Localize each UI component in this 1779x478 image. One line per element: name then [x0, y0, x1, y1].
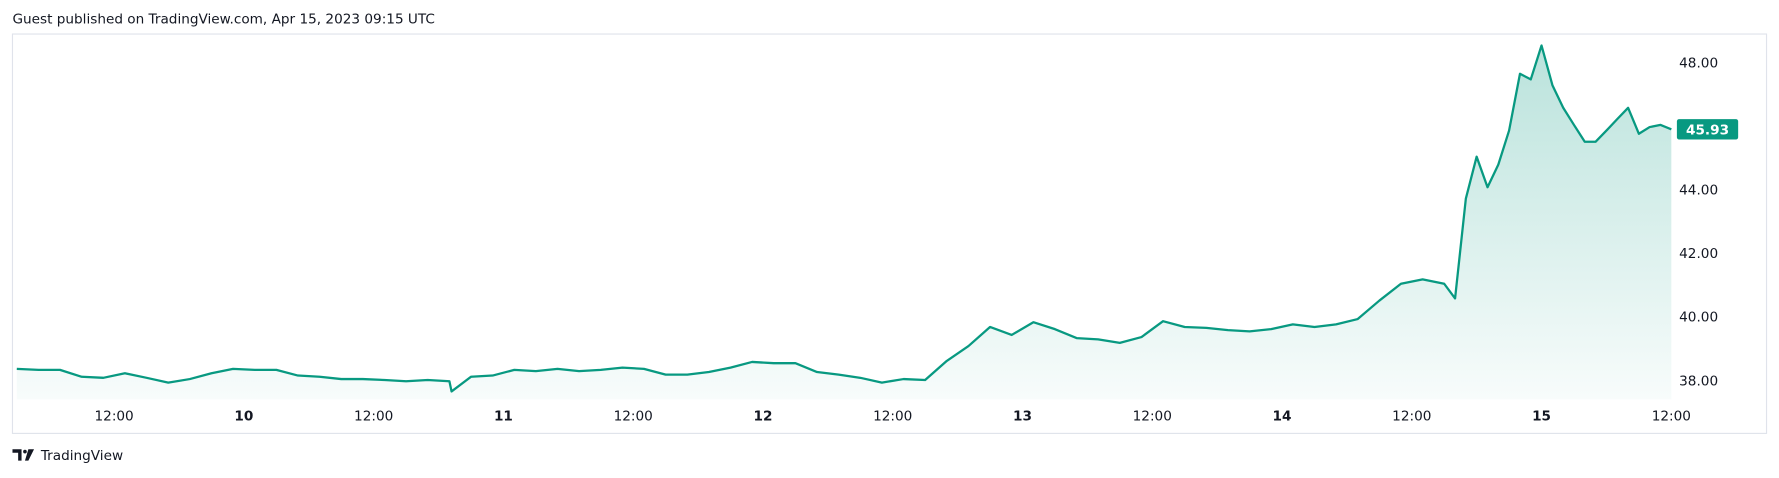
x-tick-label: 13 [1013, 408, 1032, 424]
x-tick-label: 12:00 [1652, 408, 1691, 424]
logo [12, 449, 35, 461]
x-tick-label: 12 [753, 408, 772, 424]
x-tick-label: 12:00 [1133, 408, 1172, 424]
brand: TradingView [40, 448, 123, 464]
y-tick-label: 40.00 [1679, 310, 1718, 326]
header-text: Guest published on TradingView.com, Apr … [12, 11, 434, 27]
chart-frame [11, 33, 1768, 434]
area [16, 45, 1672, 400]
x-tick-label: 12:00 [1392, 408, 1431, 424]
last-price-label: 45.93 [1686, 122, 1729, 138]
y-tick-label: 48.00 [1679, 56, 1718, 72]
x-tick-label: 14 [1273, 408, 1292, 424]
x-tick-label: 12:00 [873, 408, 912, 424]
x-tick-label: 10 [234, 408, 253, 424]
y-tick-label: 42.00 [1679, 246, 1718, 262]
last-price-box [1676, 119, 1739, 140]
y-tick-label: 44.00 [1679, 183, 1718, 199]
y-tick-label: 38.00 [1679, 373, 1718, 389]
x-tick-label: 12:00 [354, 408, 393, 424]
x-tick-label: 12:00 [614, 408, 653, 424]
x-tick-label: 15 [1532, 408, 1551, 424]
x-tick-label: 11 [494, 408, 513, 424]
x-tick-label: 12:00 [95, 408, 134, 424]
line [16, 44, 1672, 393]
